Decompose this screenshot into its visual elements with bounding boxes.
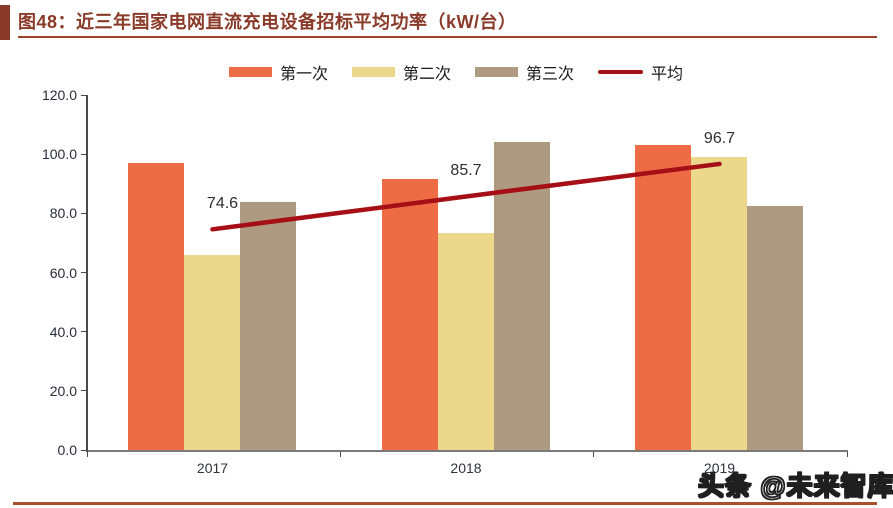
y-tick-label: 100.0	[41, 146, 77, 163]
figure-title: 图48：近三年国家电网直流充电设备招标平均功率（kW/台）	[18, 12, 517, 32]
y-tick-label: 60.0	[49, 264, 77, 281]
y-tick-label: 0.0	[57, 442, 77, 458]
legend-label: 第二次	[403, 66, 452, 83]
legend-label: 第一次	[280, 66, 329, 83]
legend-label: 平均	[651, 66, 684, 83]
y-tick	[81, 272, 87, 273]
legend-item-series3: 第三次	[475, 60, 574, 84]
x-category-label-2019: 2019	[703, 460, 736, 476]
x-tick	[86, 452, 88, 457]
x-category-label-2018: 2018	[450, 460, 482, 476]
legend-item-average-line: 平均	[598, 60, 683, 84]
y-tick-label: 120.0	[41, 87, 77, 103]
x-category-label-2017: 2017	[196, 460, 229, 476]
bar-series2-2017	[184, 254, 240, 450]
y-tick	[81, 331, 87, 333]
y-tick	[81, 449, 87, 451]
bar-series2-2019	[691, 157, 747, 450]
title-underline	[18, 36, 877, 38]
x-tick	[846, 452, 848, 457]
watermark: 头条 @未来智库	[697, 466, 893, 503]
y-tick	[81, 212, 87, 214]
y-tick	[81, 153, 87, 155]
chart-legend: 第一次 第二次 第三次 平均	[229, 60, 683, 84]
legend-label: 第三次	[526, 66, 575, 83]
bar-series3-2019	[747, 205, 803, 450]
y-tick	[81, 390, 87, 392]
bar-series1-2019	[635, 145, 691, 450]
bar-series1-2018	[381, 179, 438, 450]
watermark-handle: @未来智库	[760, 470, 893, 501]
y-tick-label: 20.0	[49, 382, 77, 399]
bottom-rule	[13, 502, 877, 505]
average-data-label-2018: 85.7	[450, 162, 482, 180]
average-line-path	[210, 161, 722, 232]
y-tick-label: 40.0	[49, 323, 77, 340]
plot-area: 0.0 20.0 40.0 60.0 80.0 100.0 120.0 2017 2018 201…	[42, 87, 848, 476]
legend-item-series2: 第二次	[352, 60, 451, 84]
legend-item-series1: 第一次	[229, 60, 328, 84]
bar-series2-2018	[437, 232, 494, 450]
x-tick	[339, 452, 341, 457]
bar-series1-2017	[128, 163, 184, 450]
average-line-swatch	[598, 70, 644, 74]
series1-swatch	[229, 67, 272, 77]
y-axis-line	[86, 95, 88, 452]
y-tick-label: 80.0	[49, 205, 77, 222]
x-tick	[593, 452, 595, 457]
average-data-label-2017: 74.6	[206, 195, 239, 213]
average-line	[210, 161, 722, 232]
series3-swatch	[475, 67, 519, 77]
y-tick	[81, 94, 87, 96]
x-axis-line	[86, 450, 848, 452]
toutiao-logo: 头条	[697, 470, 753, 501]
average-data-label-2019: 96.7	[703, 129, 736, 147]
bar-series3-2017	[240, 201, 296, 450]
series2-swatch	[352, 67, 396, 77]
title-accent-bar	[0, 5, 10, 40]
